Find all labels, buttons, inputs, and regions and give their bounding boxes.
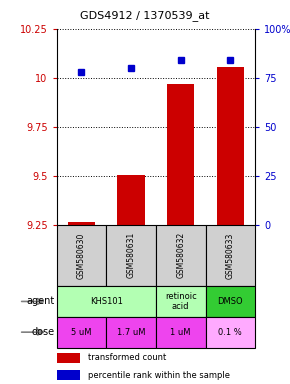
Bar	[156, 317, 206, 348]
Text: 1.7 uM: 1.7 uM	[117, 328, 145, 337]
Bar	[68, 222, 95, 225]
Text: 0.1 %: 0.1 %	[218, 328, 242, 337]
Text: GSM580633: GSM580633	[226, 232, 235, 278]
Text: transformed count: transformed count	[88, 353, 167, 362]
Bar	[57, 370, 80, 380]
Text: GSM580631: GSM580631	[126, 232, 135, 278]
Bar	[206, 317, 255, 348]
Bar	[217, 67, 244, 225]
Bar	[206, 225, 255, 286]
Text: retinoic
acid: retinoic acid	[165, 292, 197, 311]
Text: agent: agent	[27, 296, 55, 306]
Bar	[106, 317, 156, 348]
Bar	[57, 353, 80, 363]
Text: DMSO: DMSO	[218, 297, 243, 306]
Bar	[117, 175, 145, 225]
Text: GSM580630: GSM580630	[77, 232, 86, 278]
Bar	[57, 225, 106, 286]
Bar	[106, 225, 156, 286]
Text: KHS101: KHS101	[90, 297, 123, 306]
Text: GSM580632: GSM580632	[176, 232, 185, 278]
Bar	[156, 225, 206, 286]
Text: dose: dose	[32, 327, 55, 337]
Text: GDS4912 / 1370539_at: GDS4912 / 1370539_at	[80, 10, 210, 20]
Bar	[57, 317, 106, 348]
Bar	[167, 84, 194, 225]
Bar	[156, 286, 206, 317]
Bar	[57, 286, 156, 317]
Text: 1 uM: 1 uM	[171, 328, 191, 337]
Text: percentile rank within the sample: percentile rank within the sample	[88, 371, 231, 380]
Text: 5 uM: 5 uM	[71, 328, 92, 337]
Bar	[206, 286, 255, 317]
